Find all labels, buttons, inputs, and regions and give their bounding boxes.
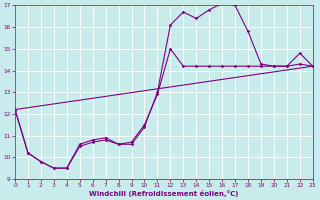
X-axis label: Windchill (Refroidissement éolien,°C): Windchill (Refroidissement éolien,°C) bbox=[89, 190, 239, 197]
